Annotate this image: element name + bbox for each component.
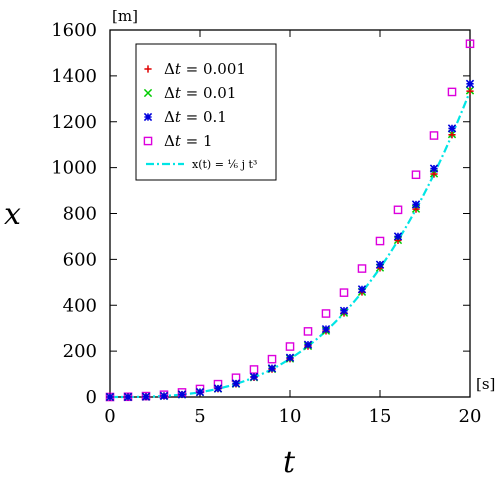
x-tick-label: 20 xyxy=(459,406,482,427)
data-point xyxy=(447,124,457,133)
data-point xyxy=(195,387,205,397)
data-point xyxy=(267,364,277,373)
series-analytic xyxy=(110,90,472,399)
data-point xyxy=(231,379,241,388)
legend-label: Δt = 0.01 xyxy=(164,84,236,102)
data-point xyxy=(143,88,153,98)
data-point xyxy=(393,232,403,241)
data-point xyxy=(303,327,313,336)
data-point xyxy=(466,87,474,95)
plot-series xyxy=(105,39,475,402)
data-point xyxy=(465,79,475,88)
data-point xyxy=(143,112,153,122)
data-point xyxy=(321,324,331,334)
legend-entry: Δt = 0.001 xyxy=(144,60,246,78)
data-point xyxy=(447,87,457,97)
y-tick-label: 1000 xyxy=(51,158,97,179)
legend-box xyxy=(135,43,277,181)
x-tick-label: 5 xyxy=(194,406,205,427)
data-point xyxy=(249,365,259,374)
data-point xyxy=(357,264,367,273)
data-point xyxy=(285,353,295,362)
legend-entry: Δt = 1 xyxy=(143,132,213,150)
data-point xyxy=(393,205,403,215)
y-tick-label: 0 xyxy=(86,387,97,408)
data-point xyxy=(159,391,169,401)
y-axis-label: x xyxy=(4,197,21,232)
data-point xyxy=(357,285,367,294)
y-tick-label: 200 xyxy=(63,341,97,362)
data-point xyxy=(123,392,133,402)
analytic-curve xyxy=(110,90,472,399)
data-point xyxy=(429,131,439,140)
data-point xyxy=(339,306,349,315)
y-tick-label: 800 xyxy=(63,204,97,225)
legend-label: x(t) = ⅙ j t³ xyxy=(192,158,257,171)
data-point xyxy=(339,288,349,297)
y-unit-label: [m] xyxy=(112,7,138,25)
x-tick-label: 0 xyxy=(104,406,115,427)
data-point xyxy=(429,164,439,173)
x-tick-label: 10 xyxy=(279,406,302,427)
data-point xyxy=(411,170,421,180)
x-tick-label: 15 xyxy=(369,406,392,427)
data-point xyxy=(285,342,295,351)
data-point xyxy=(303,340,313,349)
data-point xyxy=(448,131,456,139)
data-point xyxy=(267,354,277,364)
data-point xyxy=(249,372,259,381)
legend-label: Δt = 1 xyxy=(164,132,213,150)
data-point xyxy=(375,236,385,246)
legend-label: Δt = 0.1 xyxy=(164,108,227,126)
y-tick-label: 600 xyxy=(63,249,97,270)
data-point xyxy=(375,260,385,269)
legend: Δt = 0.001 Δt = 0.01 Δt = 0.1 Δt = 1 x(t) = … xyxy=(135,43,277,181)
legend-entry: Δt = 0.1 xyxy=(143,108,227,126)
y-tick-label: 400 xyxy=(63,295,97,316)
series-star xyxy=(105,79,475,402)
data-point xyxy=(141,392,151,401)
y-tick-label: 1400 xyxy=(51,66,97,87)
y-tick-label: 1200 xyxy=(51,112,97,133)
data-point xyxy=(465,39,475,49)
data-point xyxy=(143,136,153,146)
data-point xyxy=(411,200,421,209)
data-point xyxy=(177,390,187,399)
y-tick-label: 1600 xyxy=(51,20,97,41)
legend-entry: Δt = 0.01 xyxy=(143,84,236,102)
x-unit-label: [s] xyxy=(476,375,495,393)
x-axis-label: t xyxy=(283,445,296,480)
data-point xyxy=(321,309,331,318)
legend-entry: x(t) = ⅙ j t³ xyxy=(146,158,257,171)
legend-label: Δt = 0.001 xyxy=(164,60,246,78)
data-point xyxy=(213,384,223,393)
data-point xyxy=(144,65,152,73)
data-point xyxy=(105,392,115,402)
